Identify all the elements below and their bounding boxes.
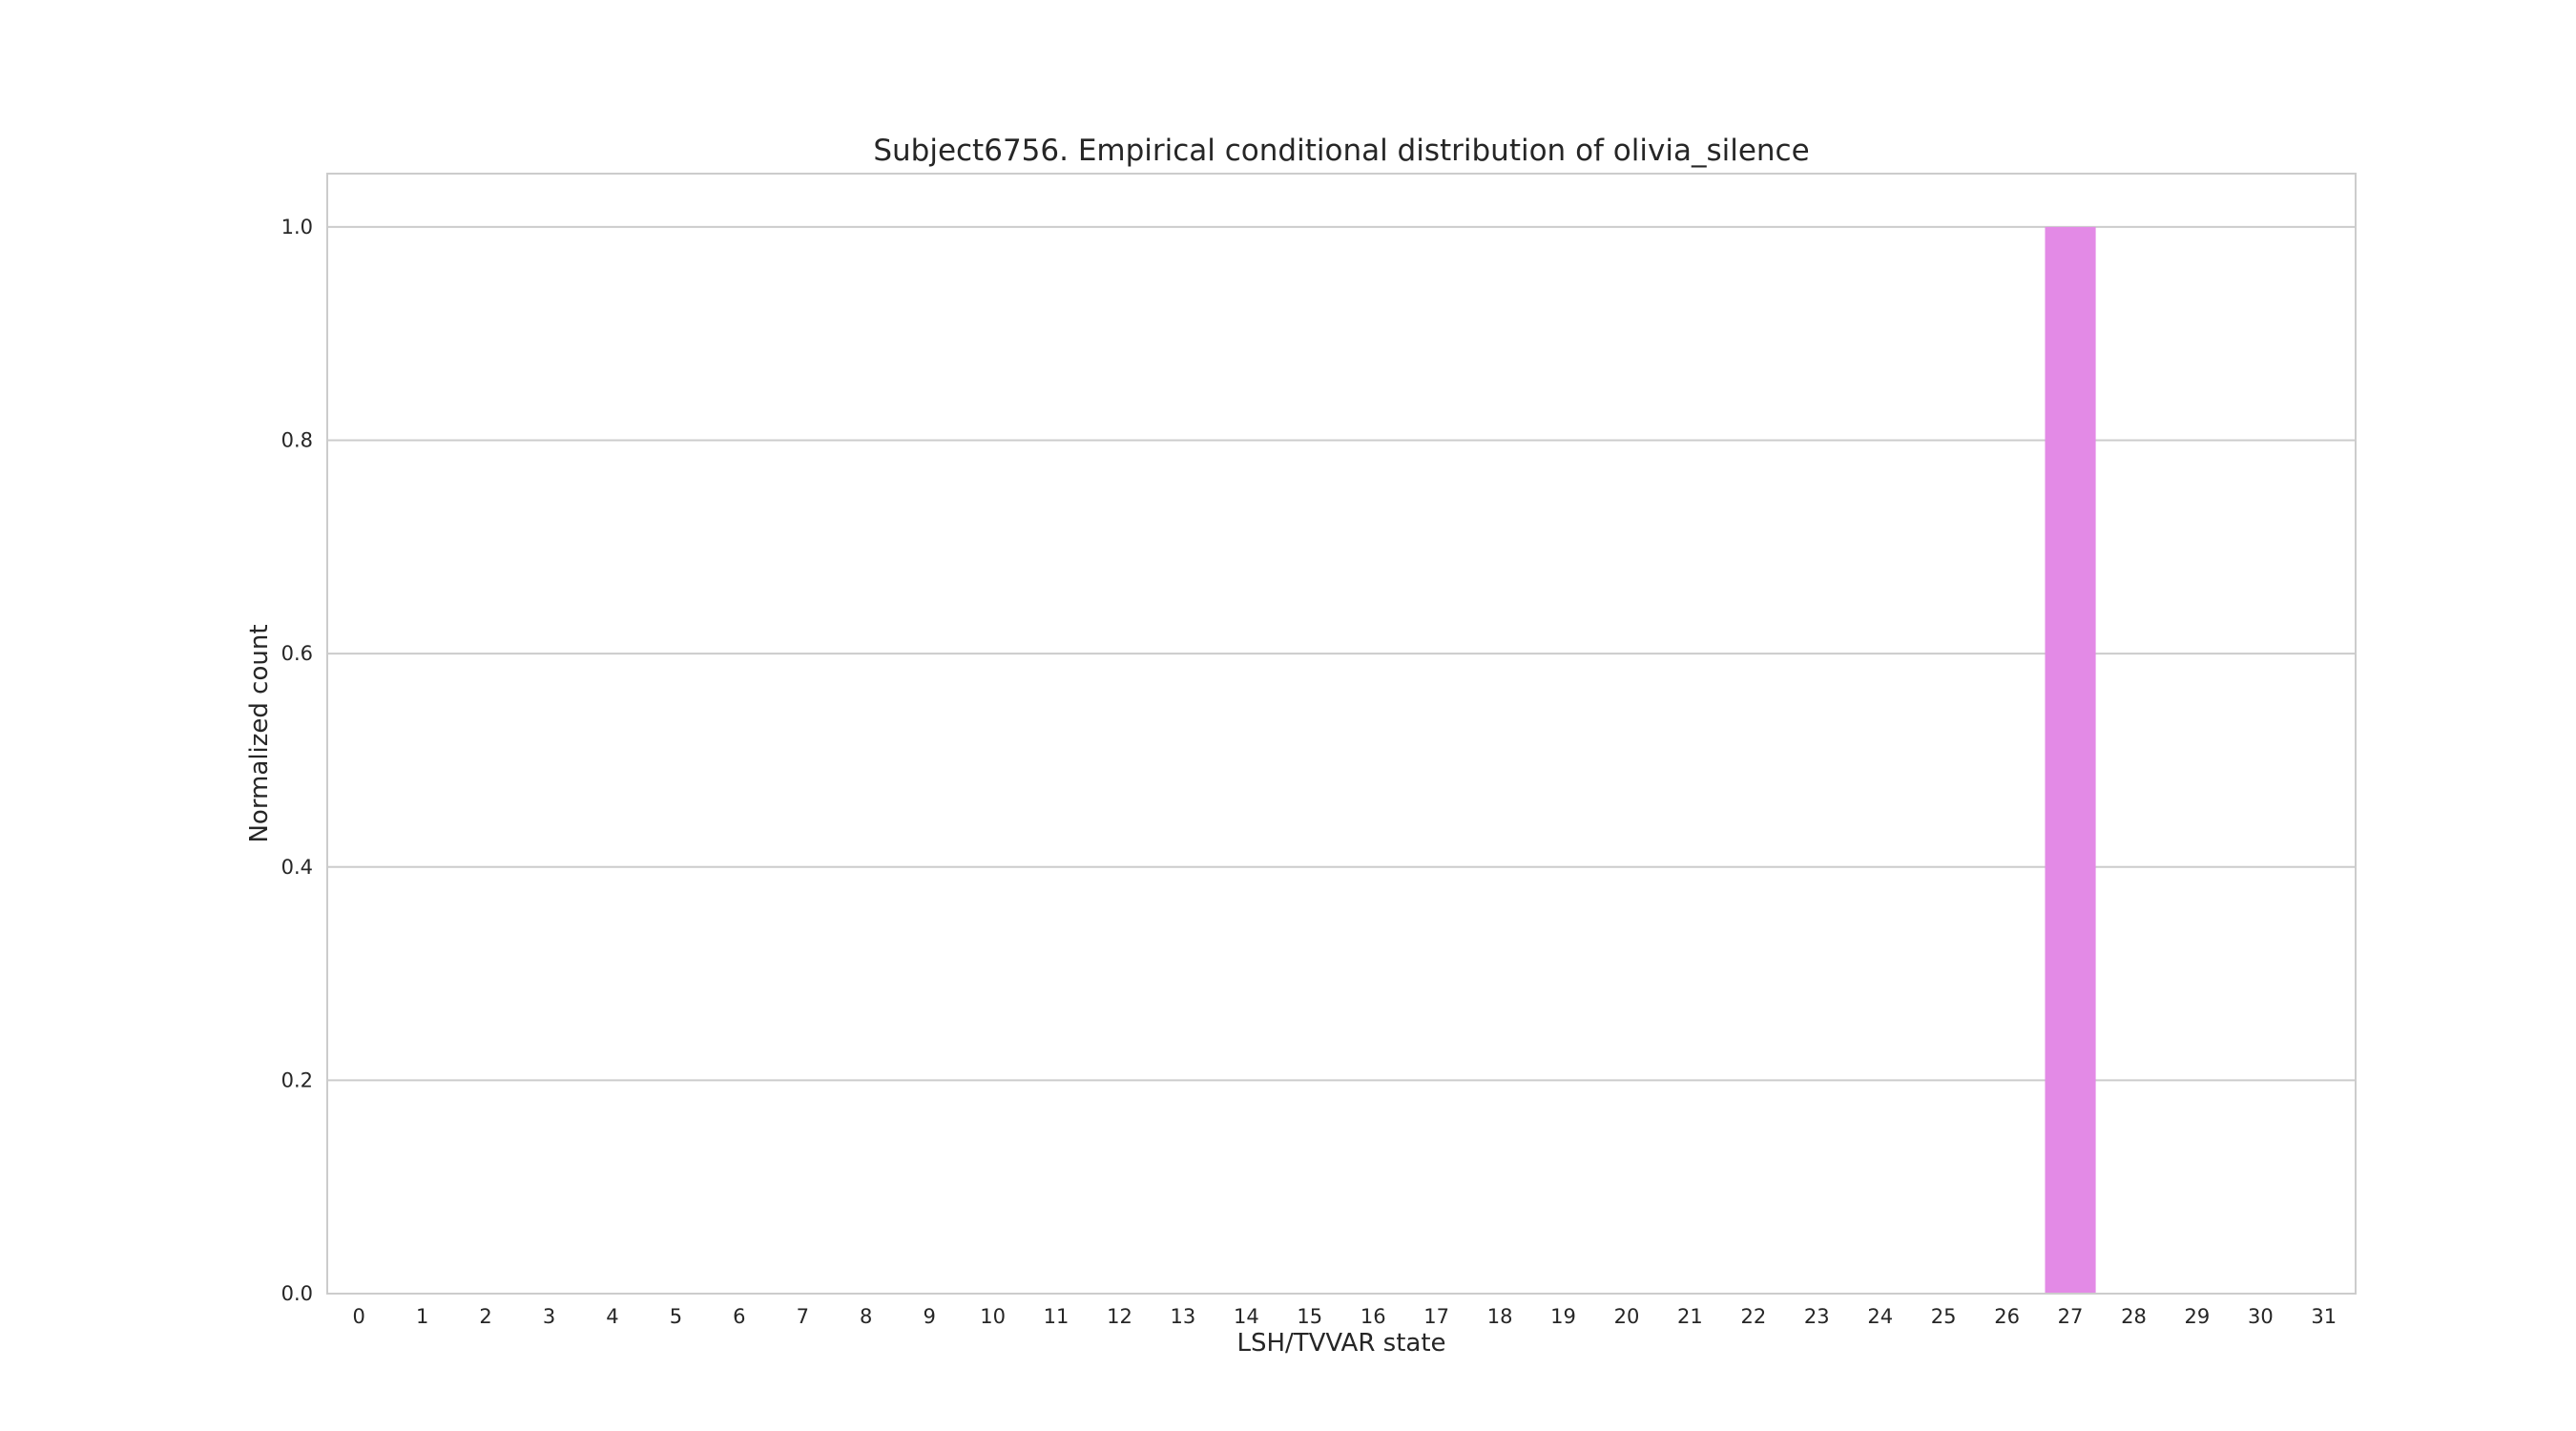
chart-title: Subject6756. Empirical conditional distr… — [873, 134, 1809, 168]
x-tick-label: 26 — [1994, 1305, 2020, 1328]
x-tick-label: 8 — [860, 1305, 872, 1328]
x-tick-label: 21 — [1677, 1305, 1703, 1328]
bar-27 — [2045, 226, 2096, 1294]
x-tick-label: 1 — [416, 1305, 428, 1328]
x-tick-label: 23 — [1804, 1305, 1830, 1328]
x-tick-label: 30 — [2248, 1305, 2274, 1328]
x-tick-label: 7 — [797, 1305, 809, 1328]
x-tick-label: 20 — [1614, 1305, 1640, 1328]
x-tick-label: 29 — [2185, 1305, 2211, 1328]
x-tick-label: 12 — [1107, 1305, 1132, 1328]
x-tick-label: 10 — [980, 1305, 1006, 1328]
x-tick-label: 19 — [1550, 1305, 1576, 1328]
x-tick-label: 4 — [606, 1305, 618, 1328]
y-axis-label: Normalized count — [245, 624, 274, 842]
x-tick-label: 25 — [1931, 1305, 1957, 1328]
x-tick-label: 28 — [2121, 1305, 2147, 1328]
x-tick-label: 27 — [2058, 1305, 2084, 1328]
x-tick-label: 24 — [1867, 1305, 1893, 1328]
y-tick-labels: 0.0 0.2 0.4 0.6 0.8 1.0 — [281, 216, 313, 1305]
x-axis-label: LSH/TVVAR state — [1236, 1329, 1445, 1358]
x-tick-label: 22 — [1740, 1305, 1766, 1328]
x-tick-label: 14 — [1234, 1305, 1259, 1328]
x-tick-label: 13 — [1171, 1305, 1196, 1328]
x-tick-label: 5 — [670, 1305, 682, 1328]
x-tick-labels: 0 1 2 3 4 5 6 7 8 9 10 11 12 13 14 15 16 17 18 19 20 21 22 23 24… — [353, 1305, 2337, 1328]
x-tick-label: 16 — [1361, 1305, 1386, 1328]
y-tick-label: 0.6 — [281, 642, 313, 665]
x-tick-label: 2 — [479, 1305, 491, 1328]
y-tick-label: 0.8 — [281, 429, 313, 452]
x-tick-label: 17 — [1423, 1305, 1449, 1328]
x-tick-label: 9 — [923, 1305, 935, 1328]
x-tick-label: 18 — [1487, 1305, 1513, 1328]
y-tick-label: 0.0 — [281, 1282, 313, 1305]
x-tick-label: 0 — [353, 1305, 365, 1328]
y-tick-label: 1.0 — [281, 216, 313, 238]
x-tick-label: 6 — [733, 1305, 745, 1328]
y-tick-label: 0.4 — [281, 856, 313, 879]
x-tick-label: 31 — [2311, 1305, 2337, 1328]
x-tick-label: 15 — [1297, 1305, 1322, 1328]
x-tick-label: 11 — [1044, 1305, 1070, 1328]
y-tick-label: 0.2 — [281, 1068, 313, 1091]
plot-frame — [326, 173, 2357, 1295]
bars — [2045, 226, 2096, 1294]
x-tick-label: 3 — [543, 1305, 555, 1328]
